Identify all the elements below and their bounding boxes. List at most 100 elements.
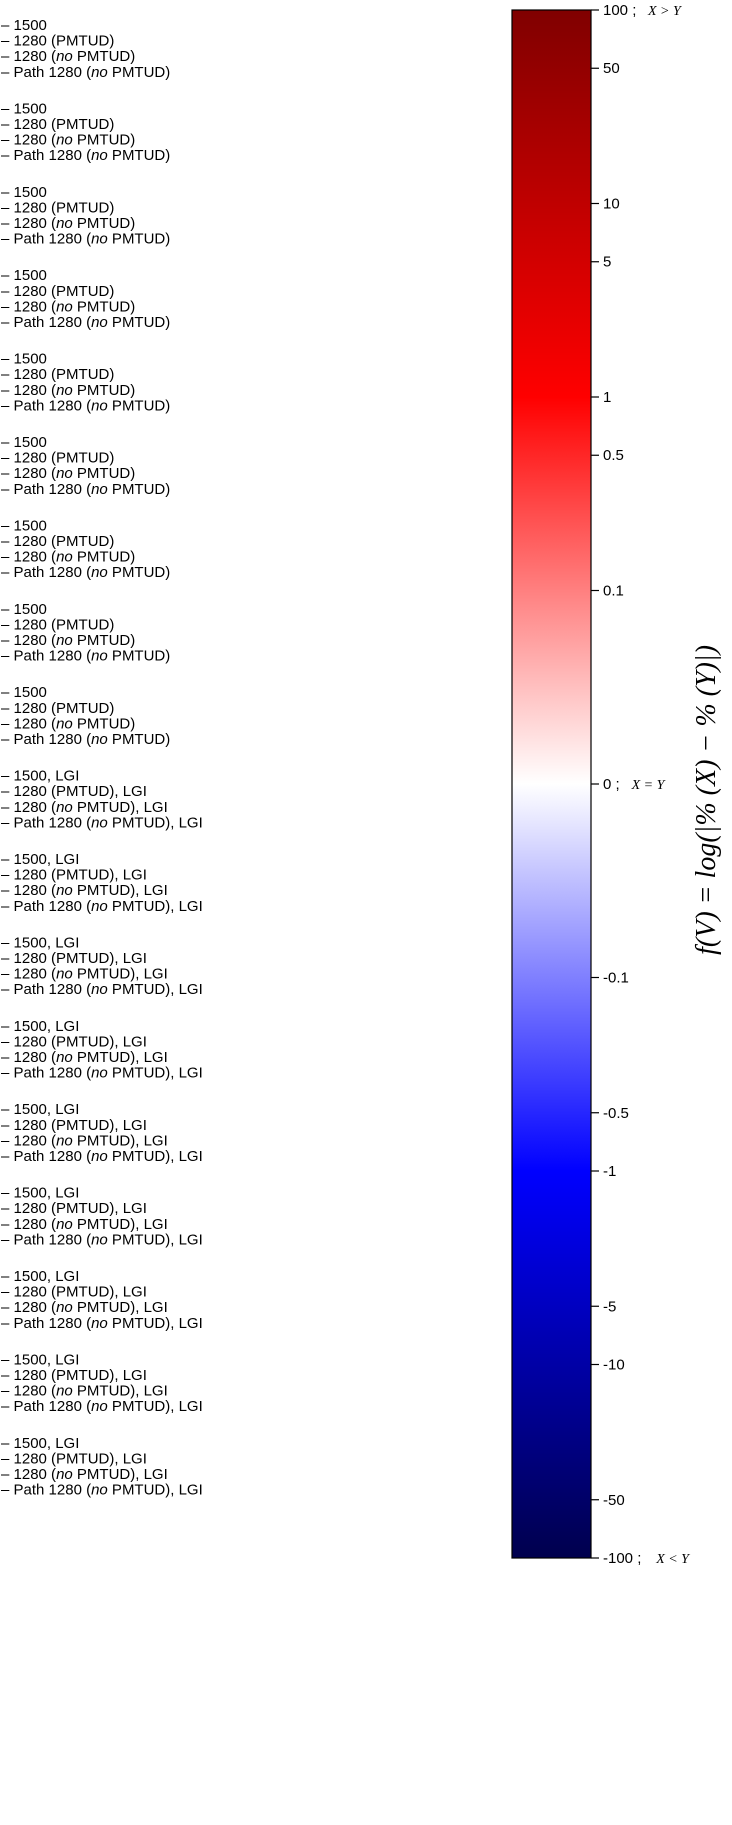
row-label: – 1280 (PMTUD), LGI xyxy=(1,1200,147,1217)
row-label-column: – 1500– 1280 (PMTUD)– 1280 (no PMTUD)– P… xyxy=(1,17,203,1499)
row-label: – Path 1280 (no PMTUD), LGI xyxy=(1,898,203,915)
row-label: – 1280 (no PMTUD), LGI xyxy=(1,966,168,983)
row-label: – 1280 (no PMTUD), LGI xyxy=(1,1299,168,1316)
row-label: – 1280 (no PMTUD) xyxy=(1,632,135,649)
row-label: – 1280 (no PMTUD), LGI xyxy=(1,882,168,899)
row-label: – Path 1280 (no PMTUD), LGI xyxy=(1,1231,203,1248)
row-label: – Path 1280 (no PMTUD) xyxy=(1,314,170,331)
row-label: – 1280 (no PMTUD), LGI xyxy=(1,1132,168,1149)
row-label: – Path 1280 (no PMTUD), LGI xyxy=(1,814,203,831)
row-label: – 1280 (PMTUD) xyxy=(1,283,114,300)
colorbar: 100 ; X > Y 50 10 5 1 0.5 0.1 0 ; X = Y -0.1 -0.5 -1… xyxy=(511,2,691,1567)
row-label: – 1280 (PMTUD) xyxy=(1,33,114,50)
colorbar-tick-math: X = Y xyxy=(631,778,667,793)
row-label: – Path 1280 (no PMTUD), LGI xyxy=(1,1148,203,1165)
row-label: – 1280 (PMTUD) xyxy=(1,616,114,633)
row-label: – Path 1280 (no PMTUD) xyxy=(1,64,170,81)
row-label-group: – 1500, LGI– 1280 (PMTUD), LGI– 1280 (no… xyxy=(1,1268,203,1332)
row-label: – 1500 xyxy=(1,267,47,284)
colorbar-tick-label: 5 xyxy=(603,254,611,271)
row-label: – 1280 (no PMTUD), LGI xyxy=(1,799,168,816)
row-label: – Path 1280 (no PMTUD) xyxy=(1,231,170,248)
row-label: – 1500, LGI xyxy=(1,1435,79,1452)
colorbar-tick-label: -50 xyxy=(603,1492,625,1509)
row-label-group: – 1500, LGI– 1280 (PMTUD), LGI– 1280 (no… xyxy=(1,851,203,915)
row-label: – 1280 (no PMTUD), LGI xyxy=(1,1049,168,1066)
row-label: – Path 1280 (no PMTUD), LGI xyxy=(1,1065,203,1082)
colorbar-tick-label: -5 xyxy=(603,1298,616,1315)
colorbar-tick-label: 50 xyxy=(603,60,620,77)
row-label: – 1280 (PMTUD) xyxy=(1,450,114,467)
colorbar-tick-label: -1 xyxy=(603,1163,616,1180)
row-label: – 1280 (PMTUD), LGI xyxy=(1,1367,147,1384)
row-label: – 1280 (no PMTUD) xyxy=(1,465,135,482)
row-label: – 1280 (PMTUD) xyxy=(1,533,114,550)
row-label-group: – 1500, LGI– 1280 (PMTUD), LGI– 1280 (no… xyxy=(1,1101,203,1165)
row-label-group: – 1500– 1280 (PMTUD)– 1280 (no PMTUD)– P… xyxy=(1,100,170,164)
row-label: – 1280 (PMTUD), LGI xyxy=(1,1284,147,1301)
colorbar-tick-math: X < Y xyxy=(655,1552,691,1567)
colorbar-tick-label: 100 ; xyxy=(603,2,636,19)
row-label: – Path 1280 (no PMTUD) xyxy=(1,147,170,164)
colorbar-tick-label: 0 ; xyxy=(603,776,620,793)
row-label: – 1280 (no PMTUD) xyxy=(1,215,135,232)
row-label: – 1280 (no PMTUD) xyxy=(1,715,135,732)
row-label: – 1500, LGI xyxy=(1,1018,79,1035)
row-label: – Path 1280 (no PMTUD), LGI xyxy=(1,1482,203,1499)
row-label: – 1280 (PMTUD), LGI xyxy=(1,950,147,967)
row-label: – 1500 xyxy=(1,17,47,34)
row-label: – 1280 (PMTUD), LGI xyxy=(1,1117,147,1134)
row-label-group: – 1500– 1280 (PMTUD)– 1280 (no PMTUD)– P… xyxy=(1,601,170,665)
colorbar-tick-label: -10 xyxy=(603,1357,625,1374)
row-label-group: – 1500– 1280 (PMTUD)– 1280 (no PMTUD)– P… xyxy=(1,684,170,748)
colorbar-tick-label: 10 xyxy=(603,196,620,213)
row-label: – 1280 (PMTUD), LGI xyxy=(1,1033,147,1050)
row-label-group: – 1500, LGI– 1280 (PMTUD), LGI– 1280 (no… xyxy=(1,1018,203,1082)
row-label: – 1280 (PMTUD), LGI xyxy=(1,1450,147,1467)
row-label: – 1500, LGI xyxy=(1,851,79,868)
row-label: – 1280 (PMTUD), LGI xyxy=(1,783,147,800)
row-label: – 1500 xyxy=(1,351,47,368)
colorbar-tick-label: 0.1 xyxy=(603,583,624,600)
colorbar-tick-label: 0.5 xyxy=(603,447,624,464)
row-label: – 1280 (no PMTUD) xyxy=(1,382,135,399)
colorbar-ticks: 100 ; X > Y 50 10 5 1 0.5 0.1 0 ; X = Y -0.1 -0.5 -1… xyxy=(591,2,691,1567)
colorbar-label: f(V) = log(|% (X) − % (Y)|) xyxy=(691,645,722,955)
row-label: – Path 1280 (no PMTUD) xyxy=(1,731,170,748)
row-label: – Path 1280 (no PMTUD) xyxy=(1,564,170,581)
row-label: – 1500, LGI xyxy=(1,768,79,785)
row-label: – 1280 (PMTUD) xyxy=(1,116,114,133)
row-label: – 1500 xyxy=(1,184,47,201)
row-label: – 1280 (no PMTUD), LGI xyxy=(1,1466,168,1483)
row-label-group: – 1500– 1280 (PMTUD)– 1280 (no PMTUD)– P… xyxy=(1,517,170,581)
row-label: – 1500, LGI xyxy=(1,1185,79,1202)
row-label-group: – 1500– 1280 (PMTUD)– 1280 (no PMTUD)– P… xyxy=(1,351,170,415)
row-label: – 1500, LGI xyxy=(1,1101,79,1118)
row-label: – 1280 (PMTUD) xyxy=(1,366,114,383)
row-label: – 1280 (no PMTUD) xyxy=(1,48,135,65)
colorbar-tick-label: -100 ; xyxy=(603,1550,641,1567)
row-label: – Path 1280 (no PMTUD) xyxy=(1,481,170,498)
row-label: – Path 1280 (no PMTUD), LGI xyxy=(1,1398,203,1415)
row-label: – 1500 xyxy=(1,684,47,701)
row-label-group: – 1500– 1280 (PMTUD)– 1280 (no PMTUD)– P… xyxy=(1,267,170,331)
row-label: – 1500 xyxy=(1,434,47,451)
row-label: – 1500 xyxy=(1,517,47,534)
row-label-group: – 1500– 1280 (PMTUD)– 1280 (no PMTUD)– P… xyxy=(1,434,170,498)
row-label-group: – 1500, LGI– 1280 (PMTUD), LGI– 1280 (no… xyxy=(1,1351,203,1415)
row-label: – 1500, LGI xyxy=(1,1351,79,1368)
row-label: – 1280 (no PMTUD), LGI xyxy=(1,1216,168,1233)
row-label-group: – 1500, LGI– 1280 (PMTUD), LGI– 1280 (no… xyxy=(1,1435,203,1499)
row-label: – Path 1280 (no PMTUD), LGI xyxy=(1,981,203,998)
colorbar-tick-math: X > Y xyxy=(647,4,683,19)
row-label: – 1280 (PMTUD) xyxy=(1,199,114,216)
row-label: – 1280 (no PMTUD) xyxy=(1,549,135,566)
row-label-group: – 1500– 1280 (PMTUD)– 1280 (no PMTUD)– P… xyxy=(1,17,170,81)
row-label: – 1500 xyxy=(1,100,47,117)
row-label: – 1280 (PMTUD), LGI xyxy=(1,867,147,884)
row-label: – Path 1280 (no PMTUD) xyxy=(1,397,170,414)
row-label: – 1280 (no PMTUD), LGI xyxy=(1,1383,168,1400)
colorbar-strip xyxy=(511,9,592,1559)
row-label: – 1500, LGI xyxy=(1,934,79,951)
